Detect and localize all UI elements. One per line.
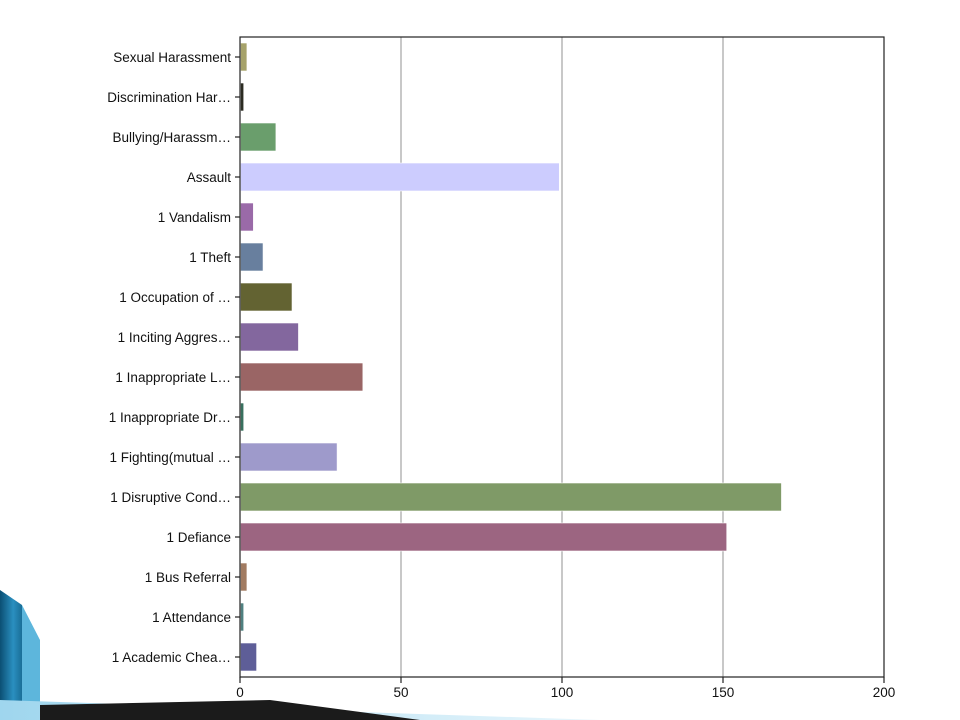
category-label: Sexual Harassment xyxy=(113,50,231,65)
bar xyxy=(240,642,257,672)
category-label: Bullying/Harassm… xyxy=(112,130,231,145)
bar xyxy=(240,602,245,632)
category-label: 1 Inciting Aggres… xyxy=(118,330,231,345)
slide-corner-decoration xyxy=(0,590,600,720)
category-labels: Sexual Harassment Discrimination Har… Bull… xyxy=(107,50,231,665)
category-label: 1 Disruptive Cond… xyxy=(110,490,231,505)
bar xyxy=(240,82,245,112)
category-label: Discrimination Har… xyxy=(107,90,231,105)
bar xyxy=(240,442,338,472)
bar xyxy=(240,362,364,392)
grid-lines xyxy=(400,37,724,677)
category-label: 1 Theft xyxy=(189,250,231,265)
x-tick-label: 200 xyxy=(873,685,896,700)
category-label: 1 Inappropriate Dr… xyxy=(109,410,231,425)
category-label: 1 Inappropriate L… xyxy=(115,370,231,385)
x-tick-label: 0 xyxy=(236,685,244,700)
category-label: 1 Occupation of … xyxy=(119,290,231,305)
x-tick-label: 100 xyxy=(551,685,574,700)
bar xyxy=(240,562,248,592)
bar xyxy=(240,162,560,192)
bar xyxy=(240,282,293,312)
bar xyxy=(240,122,277,152)
x-tick-label: 50 xyxy=(393,685,408,700)
category-label: Assault xyxy=(187,170,232,185)
category-label: 1 Bus Referral xyxy=(145,570,231,585)
category-label: 1 Vandalism xyxy=(158,210,231,225)
bar xyxy=(240,322,299,352)
bar xyxy=(240,522,728,552)
x-tick-labels: 0 50 100 150 200 xyxy=(236,685,895,700)
category-label: 1 Attendance xyxy=(152,610,231,625)
bar xyxy=(240,202,254,232)
axes xyxy=(235,36,885,683)
category-label: 1 Fighting(mutual … xyxy=(109,450,231,465)
x-tick-label: 150 xyxy=(712,685,735,700)
category-label: 1 Academic Chea… xyxy=(112,650,231,665)
bar xyxy=(240,402,245,432)
bar xyxy=(240,42,248,72)
bar xyxy=(240,242,264,272)
category-label: 1 Defiance xyxy=(166,530,231,545)
bar xyxy=(240,482,782,512)
